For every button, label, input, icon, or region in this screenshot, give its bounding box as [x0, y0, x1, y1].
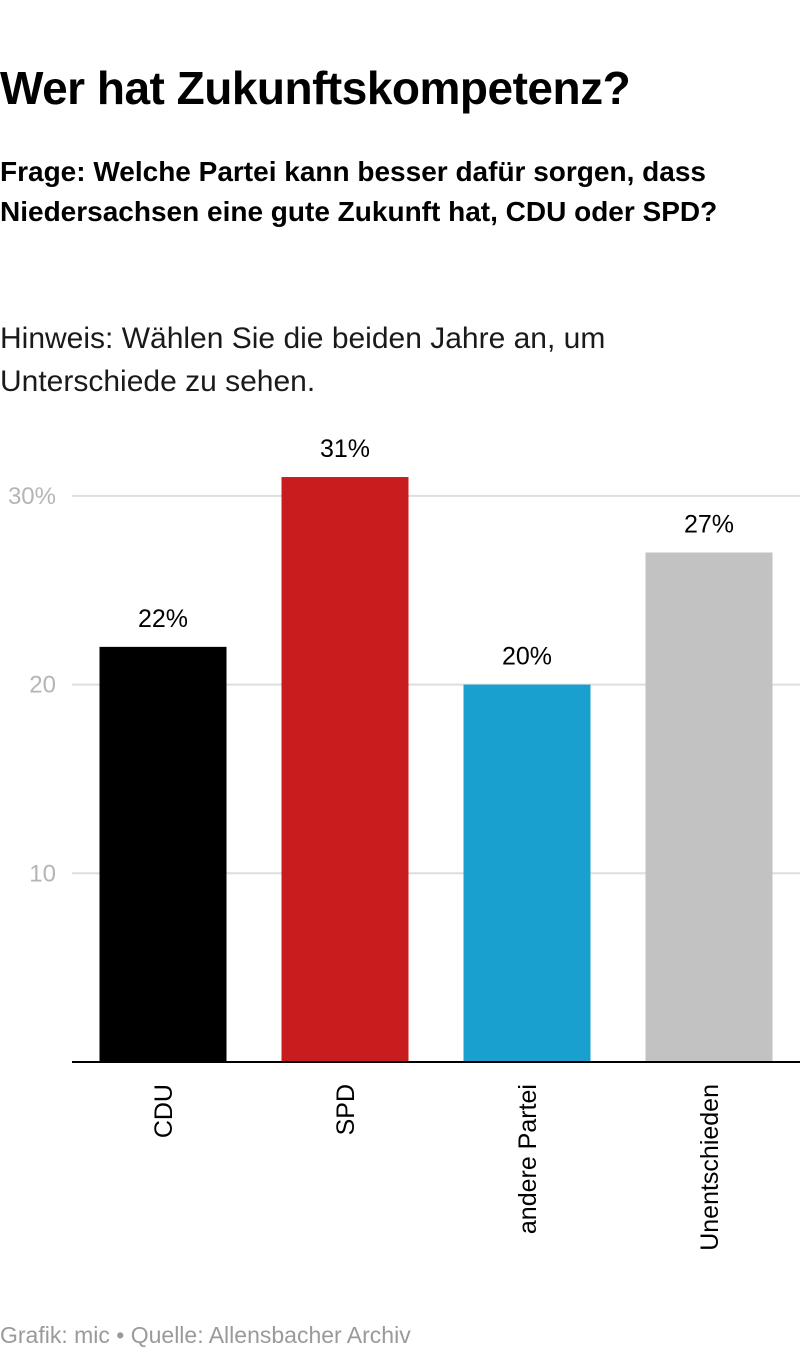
bar	[281, 477, 409, 1062]
bar-value-label: 20%	[502, 643, 552, 671]
chart-hint: Hinweis: Wählen Sie die beiden Jahre an,…	[0, 322, 606, 398]
bar	[645, 552, 773, 1062]
x-category-label: Unentschieden	[696, 1084, 724, 1251]
bar-value-label: 27%	[684, 511, 734, 539]
x-category-label: andere Partei	[514, 1084, 542, 1234]
bar-chart-svg: 10 20 30% 22% CDU 31% SPD 20% andere Partei 27% Un…	[8, 435, 800, 1251]
chart-subtitle: Frage: Welche Partei kann besser dafür s…	[0, 156, 718, 228]
x-category-label: SPD	[332, 1084, 360, 1135]
bar-value-label: 31%	[320, 435, 370, 463]
bar-chart: 10 20 30% 22% CDU 31% SPD 20% andere Partei 27% Un…	[0, 400, 800, 1300]
y-tick-label: 30%	[8, 483, 56, 510]
y-tick-label: 20	[29, 672, 56, 699]
bar	[463, 684, 591, 1062]
source-credit: Grafik: mic • Quelle: Allensbacher Archi…	[0, 1322, 411, 1348]
bar	[99, 646, 227, 1062]
bar-value-label: 22%	[138, 605, 188, 633]
chart-title: Wer hat Zukunftskompetenz?	[0, 62, 631, 114]
x-category-label: CDU	[150, 1084, 178, 1138]
y-tick-label: 10	[29, 860, 56, 887]
